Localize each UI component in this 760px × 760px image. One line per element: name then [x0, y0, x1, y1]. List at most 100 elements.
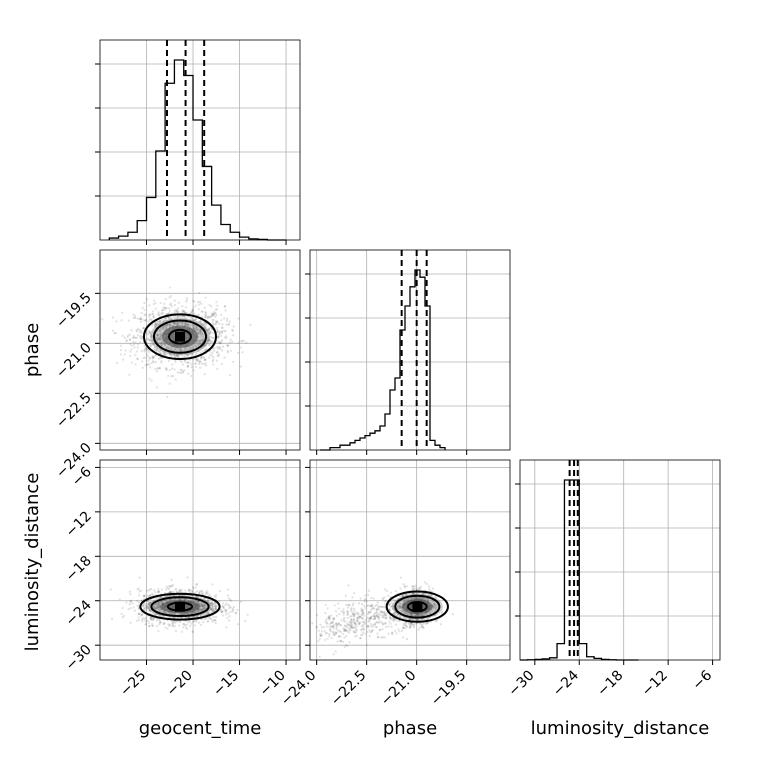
scatter-point [177, 354, 181, 357]
scatter-point [195, 358, 198, 361]
scatter-point [154, 606, 157, 610]
scatter-point [426, 598, 429, 601]
scatter-point [332, 633, 335, 636]
scatter-point [368, 620, 371, 623]
scatter-point [206, 335, 210, 338]
scatter-point [214, 606, 217, 610]
scatter-point [188, 611, 191, 615]
scatter-point [196, 600, 199, 603]
scatter-point [350, 618, 353, 622]
scatter-point [196, 321, 199, 324]
scatter-point [174, 629, 178, 632]
scatter-point [172, 622, 175, 625]
scatter-point [154, 307, 157, 310]
scatter-point [186, 348, 189, 351]
scatter-point [158, 314, 162, 318]
scatter-point [427, 593, 430, 597]
scatter-point [183, 316, 186, 319]
scatter-point [391, 633, 394, 636]
scatter-point [154, 607, 157, 610]
scatter-point [169, 294, 172, 298]
scatter-point [185, 616, 188, 619]
scatter-point [205, 329, 208, 332]
scatter-point [411, 588, 414, 591]
scatter-point [174, 378, 177, 381]
scatter-point [326, 621, 329, 624]
scatter-point [148, 377, 151, 381]
scatter-point [143, 319, 146, 322]
scatter-point [197, 339, 200, 342]
scatter-point [182, 315, 185, 318]
scatter-point [373, 613, 376, 616]
scatter-point [135, 329, 138, 333]
scatter-point [372, 607, 375, 610]
scatter-point [196, 343, 200, 347]
scatter-point [418, 614, 422, 617]
scatter-point [333, 617, 336, 620]
scatter-point [150, 335, 153, 338]
scatter-point [200, 362, 204, 365]
scatter-point [211, 340, 214, 343]
scatter-point [415, 597, 418, 600]
scatter-point [183, 613, 186, 616]
scatter-point [208, 338, 211, 341]
scatter-point [140, 613, 143, 616]
scatter-point [199, 335, 202, 338]
scatter-point [351, 626, 354, 630]
scatter-point [203, 306, 206, 310]
scatter-point [160, 334, 163, 337]
scatter-point [146, 619, 149, 622]
scatter-point [156, 320, 159, 323]
scatter-point [202, 604, 205, 608]
scatter-point [151, 357, 154, 360]
scatter-point [204, 344, 207, 347]
scatter-point [232, 360, 235, 363]
scatter-point [432, 604, 435, 608]
scatter-point [407, 598, 410, 601]
scatter-point [153, 354, 157, 357]
scatter-point [214, 320, 218, 323]
scatter-point [328, 633, 331, 636]
scatter-point [189, 312, 192, 315]
scatter-point [140, 337, 143, 341]
scatter-point [404, 624, 407, 627]
scatter-point [132, 313, 135, 316]
scatter-point [159, 351, 162, 355]
scatter-point [140, 329, 143, 333]
scatter-point [164, 367, 167, 370]
scatter-point [192, 325, 195, 328]
scatter-point [163, 324, 167, 328]
scatter-point [156, 367, 159, 370]
scatter-point [205, 613, 208, 616]
scatter-point [157, 602, 160, 605]
scatter-point [157, 602, 160, 605]
scatter-point [162, 342, 165, 345]
scatter-point [175, 354, 178, 357]
scatter-point [349, 615, 352, 618]
scatter-point [196, 300, 200, 304]
scatter-point [178, 624, 181, 627]
scatter-point [156, 337, 159, 340]
scatter-point [211, 313, 214, 316]
scatter-point [224, 335, 228, 338]
scatter-point [342, 620, 346, 623]
scatter-point [165, 367, 168, 370]
scatter-point [203, 358, 207, 362]
scatter-point [157, 596, 160, 599]
scatter-point [173, 322, 177, 325]
scatter-point [191, 611, 194, 614]
scatter-point [160, 356, 163, 359]
scatter-point [191, 616, 194, 619]
scatter-point [179, 347, 182, 351]
histogram-luminosity_distance [520, 479, 639, 661]
scatter-point [179, 594, 182, 597]
scatter-point [138, 576, 141, 579]
scatter-point [222, 614, 225, 617]
scatter-point [410, 585, 413, 588]
scatter-point [405, 624, 408, 627]
scatter-point [201, 608, 204, 611]
scatter-point [211, 351, 214, 355]
scatter-point [167, 347, 170, 350]
scatter-point [382, 622, 385, 626]
scatter-point [160, 342, 163, 345]
